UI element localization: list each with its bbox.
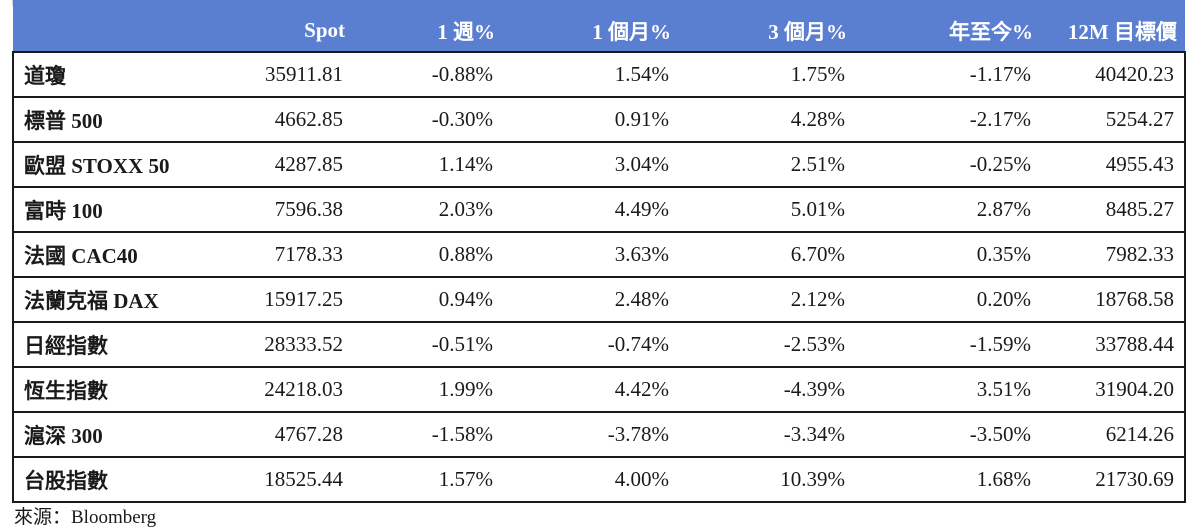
table-cell: 40420.23 bbox=[1041, 51, 1186, 98]
table-cell: 3.51% bbox=[855, 366, 1041, 413]
table-cell: 4.49% bbox=[503, 186, 679, 233]
table-cell: -3.34% bbox=[679, 411, 855, 458]
table-cell: 2.12% bbox=[679, 276, 855, 323]
table-cell: 33788.44 bbox=[1041, 321, 1186, 368]
table-cell: -3.50% bbox=[855, 411, 1041, 458]
table-row: 日經指數 28333.52 -0.51% -0.74% -2.53% -1.59% 3378… bbox=[12, 321, 1186, 368]
table-body: 道瓊 35911.81 -0.88% 1.54% 1.75% -1.17% 40420.23… bbox=[12, 51, 1186, 503]
table-cell: 28333.52 bbox=[203, 321, 353, 368]
row-index-name: 法國 CAC40 bbox=[12, 231, 203, 278]
table-row: 富時 100 7596.38 2.03% 4.49% 5.01% 2.87% 8485.27 bbox=[12, 186, 1186, 233]
table-cell: 2.51% bbox=[679, 141, 855, 188]
table-cell: 8485.27 bbox=[1041, 186, 1186, 233]
table-cell: -0.74% bbox=[503, 321, 679, 368]
table-cell: 4662.85 bbox=[203, 96, 353, 143]
source-note: 來源：Bloomberg bbox=[14, 507, 157, 528]
table-cell: -1.17% bbox=[855, 51, 1041, 98]
table-cell: 0.91% bbox=[503, 96, 679, 143]
row-index-name: 歐盟 STOXX 50 bbox=[12, 141, 203, 188]
table-row: 法蘭克福 DAX 15917.25 0.94% 2.48% 2.12% 0.20% 1876… bbox=[12, 276, 1186, 323]
table-cell: 4.28% bbox=[679, 96, 855, 143]
row-index-name: 恆生指數 bbox=[12, 366, 203, 413]
table-row: 恆生指數 24218.03 1.99% 4.42% -4.39% 3.51% 31904.2… bbox=[12, 366, 1186, 413]
table-cell: 1.99% bbox=[353, 366, 503, 413]
table-cell: -0.51% bbox=[353, 321, 503, 368]
table-cell: 18768.58 bbox=[1041, 276, 1186, 323]
table-row: 滬深 300 4767.28 -1.58% -3.78% -3.34% -3.50% 621… bbox=[12, 411, 1186, 458]
table-cell: 18525.44 bbox=[203, 456, 353, 503]
table-cell: 7596.38 bbox=[203, 186, 353, 233]
row-index-name: 滬深 300 bbox=[12, 411, 203, 458]
table-cell: 1.14% bbox=[353, 141, 503, 188]
table-cell: 15917.25 bbox=[203, 276, 353, 323]
table-cell: -0.25% bbox=[855, 141, 1041, 188]
table-cell: 2.03% bbox=[353, 186, 503, 233]
table-cell: 31904.20 bbox=[1041, 366, 1186, 413]
table-cell: 4767.28 bbox=[203, 411, 353, 458]
table-cell: 1.68% bbox=[855, 456, 1041, 503]
table-cell: 21730.69 bbox=[1041, 456, 1186, 503]
table-row: 台股指數 18525.44 1.57% 4.00% 10.39% 1.68% 21730.6… bbox=[12, 456, 1186, 503]
row-index-name: 日經指數 bbox=[12, 321, 203, 368]
table-row: 歐盟 STOXX 50 4287.85 1.14% 3.04% 2.51% -0.25% 4… bbox=[12, 141, 1186, 188]
table-cell: 4.42% bbox=[503, 366, 679, 413]
header-cell-target: 12M 目標價 bbox=[1067, 19, 1177, 44]
table-header-row: Spot 1 週% 1 個月% 3 個月% 年至今% 12M 目標價 bbox=[13, 0, 1185, 52]
table-cell: 1.54% bbox=[503, 51, 679, 98]
table-cell: 24218.03 bbox=[203, 366, 353, 413]
header-cell-3m: 3 個月% bbox=[768, 19, 847, 44]
header-top-band bbox=[12, 0, 142, 6]
table-cell: -2.17% bbox=[855, 96, 1041, 143]
table-cell: 2.87% bbox=[855, 186, 1041, 233]
table-cell: -4.39% bbox=[679, 366, 855, 413]
table-cell: -3.78% bbox=[503, 411, 679, 458]
table-cell: 5254.27 bbox=[1041, 96, 1186, 143]
table-cell: 4.00% bbox=[503, 456, 679, 503]
table-cell: 2.48% bbox=[503, 276, 679, 323]
row-index-name: 富時 100 bbox=[12, 186, 203, 233]
table-cell: 10.39% bbox=[679, 456, 855, 503]
table-cell: 6.70% bbox=[679, 231, 855, 278]
row-index-name: 道瓊 bbox=[12, 51, 203, 98]
row-index-name: 台股指數 bbox=[12, 456, 203, 503]
table-cell: 0.94% bbox=[353, 276, 503, 323]
table-row: 道瓊 35911.81 -0.88% 1.54% 1.75% -1.17% 40420.23 bbox=[12, 51, 1186, 98]
table-cell: 3.63% bbox=[503, 231, 679, 278]
row-index-name: 標普 500 bbox=[12, 96, 203, 143]
header-cell-1m: 1 個月% bbox=[592, 19, 671, 44]
table-cell: 0.88% bbox=[353, 231, 503, 278]
header-cell-name bbox=[13, 0, 203, 52]
table-cell: 5.01% bbox=[679, 186, 855, 233]
table-cell: 7178.33 bbox=[203, 231, 353, 278]
table-cell: 3.04% bbox=[503, 141, 679, 188]
table-cell: -0.30% bbox=[353, 96, 503, 143]
header-cell-ytd: 年至今% bbox=[949, 19, 1033, 44]
index-table-container: Spot 1 週% 1 個月% 3 個月% 年至今% 12M 目標價 道瓊 359… bbox=[12, 0, 1186, 503]
row-index-name: 法蘭克福 DAX bbox=[12, 276, 203, 323]
table-cell: 0.35% bbox=[855, 231, 1041, 278]
table-cell: 4955.43 bbox=[1041, 141, 1186, 188]
table-cell: -1.59% bbox=[855, 321, 1041, 368]
table-cell: 1.57% bbox=[353, 456, 503, 503]
table-cell: 0.20% bbox=[855, 276, 1041, 323]
table-cell: 4287.85 bbox=[203, 141, 353, 188]
table-cell: -2.53% bbox=[679, 321, 855, 368]
table-cell: 35911.81 bbox=[203, 51, 353, 98]
table-row: 法國 CAC40 7178.33 0.88% 3.63% 6.70% 0.35% 7982.… bbox=[12, 231, 1186, 278]
table-row: 標普 500 4662.85 -0.30% 0.91% 4.28% -2.17% 5254.… bbox=[12, 96, 1186, 143]
header-cell-spot: Spot bbox=[304, 18, 345, 42]
table-cell: 7982.33 bbox=[1041, 231, 1186, 278]
table-cell: 6214.26 bbox=[1041, 411, 1186, 458]
table-cell: -0.88% bbox=[353, 51, 503, 98]
table-cell: 1.75% bbox=[679, 51, 855, 98]
header-cell-1w: 1 週% bbox=[437, 19, 495, 44]
index-performance-table: Spot 1 週% 1 個月% 3 個月% 年至今% 12M 目標價 道瓊 359… bbox=[12, 0, 1186, 503]
table-cell: -1.58% bbox=[353, 411, 503, 458]
